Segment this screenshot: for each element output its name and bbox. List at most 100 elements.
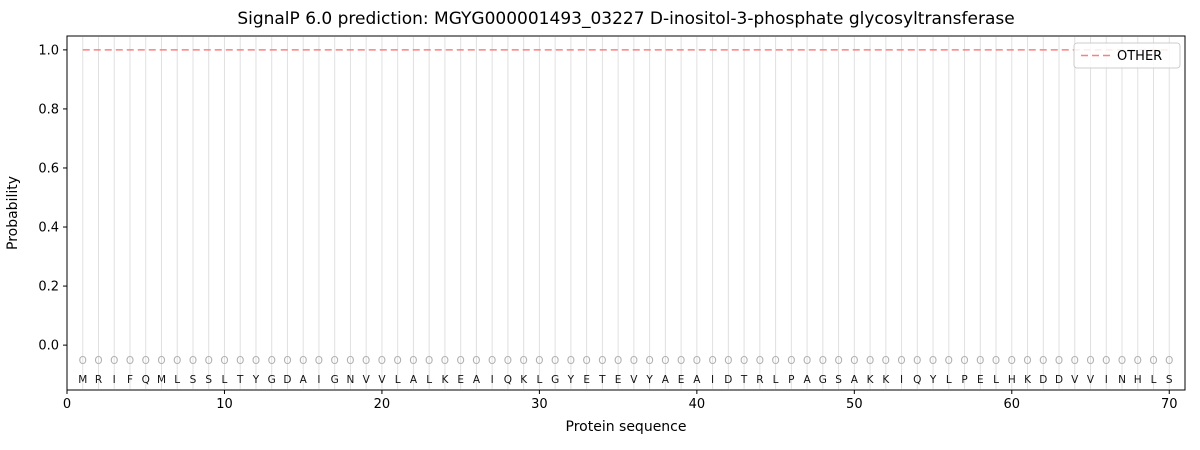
marker-letter: O [283,355,291,367]
marker-letter: O [236,355,244,367]
residue-letter: L [174,374,180,386]
residue-letter: S [205,374,212,386]
marker-letter: O [425,355,433,367]
marker-letter: O [409,355,417,367]
residue-letter: L [536,374,542,386]
residue-letter: L [773,374,779,386]
marker-letter: O [551,355,559,367]
marker-letter: O [268,355,276,367]
marker-letter: O [315,355,323,367]
marker-letter: O [724,355,732,367]
marker-letter: O [976,355,984,367]
residue-letter: D [724,374,732,386]
residue-letter: D [283,374,291,386]
marker-letter: O [1055,355,1063,367]
residue-letter: V [1087,374,1095,386]
marker-letter: O [756,355,764,367]
residue-letter: Y [252,374,260,386]
marker-letter: O [394,355,402,367]
marker-letter: O [441,355,449,367]
residue-letter: I [1105,374,1108,386]
residue-letter: E [583,374,590,386]
plot-area [67,36,1185,390]
marker-letter: O [850,355,858,367]
marker-letter: O [504,355,512,367]
residue-letter: I [491,374,494,386]
residue-letter: R [756,374,763,386]
marker-letter: O [79,355,87,367]
marker-letter: O [567,355,575,367]
residue-letter: E [615,374,622,386]
residue-letter: H [1008,374,1016,386]
residue-letter: I [113,374,116,386]
residue-letter: K [867,374,875,386]
residue-letter: A [300,374,308,386]
residue-letter: K [441,374,449,386]
residue-letter: Q [142,374,150,386]
residue-letter: N [347,374,355,386]
marker-letter: O [897,355,905,367]
marker-letter: O [645,355,653,367]
y-tick-label: 0.0 [38,339,59,354]
residue-letter: Q [504,374,512,386]
residue-letter: G [331,374,339,386]
residue-letter: L [1151,374,1157,386]
gridlines-group [82,37,1170,389]
marker-letter: O [866,355,874,367]
residue-letter: A [693,374,701,386]
residue-letter: K [882,374,890,386]
residue-letter: L [395,374,401,386]
residue-letter: V [378,374,386,386]
residue-letter: L [993,374,999,386]
marker-letter: O [708,355,716,367]
marker-letter: O [960,355,968,367]
marker-letter: O [189,355,197,367]
residue-letter: P [788,374,794,386]
residue-letter: G [268,374,276,386]
residue-letter: I [711,374,714,386]
residue-letter: A [662,374,670,386]
x-tick-label: 10 [216,397,233,412]
marker-letter: O [583,355,591,367]
marker-letter: O [173,355,181,367]
chart-title: SignalP 6.0 prediction: MGYG000001493_03… [237,9,1014,29]
marker-letter: O [252,355,260,367]
marker-letter: O [1165,355,1173,367]
marker-letter: O [346,355,354,367]
residue-letter: D [1039,374,1047,386]
marker-letter: O [661,355,669,367]
marker-letter: O [819,355,827,367]
residue-letter: M [78,374,87,386]
marker-letter: O [1071,355,1079,367]
marker-letter: O [992,355,1000,367]
residue-letter: L [222,374,228,386]
marker-letter: O [1023,355,1031,367]
residue-letter: K [520,374,528,386]
residue-letter: A [410,374,418,386]
residue-letter: A [803,374,811,386]
marker-letter: O [126,355,134,367]
residue-letter: T [236,374,244,386]
marker-letter: O [630,355,638,367]
residue-letter: A [473,374,481,386]
marker-letter: O [110,355,118,367]
marker-letter: O [1039,355,1047,367]
residue-letter: T [598,374,606,386]
residue-letter: G [551,374,559,386]
marker-letter: O [834,355,842,367]
marker-letter: O [362,355,370,367]
residue-letter: K [1024,374,1032,386]
marker-letter: O [331,355,339,367]
residue-letter: F [127,374,133,386]
marker-letter: O [693,355,701,367]
residue-letter: V [630,374,638,386]
marker-letter: O [740,355,748,367]
residue-letter: V [363,374,371,386]
residue-letter: A [851,374,859,386]
residue-letter: S [835,374,842,386]
marker-letter: O [1086,355,1094,367]
residue-letter: N [1118,374,1126,386]
residue-letter: Q [913,374,921,386]
